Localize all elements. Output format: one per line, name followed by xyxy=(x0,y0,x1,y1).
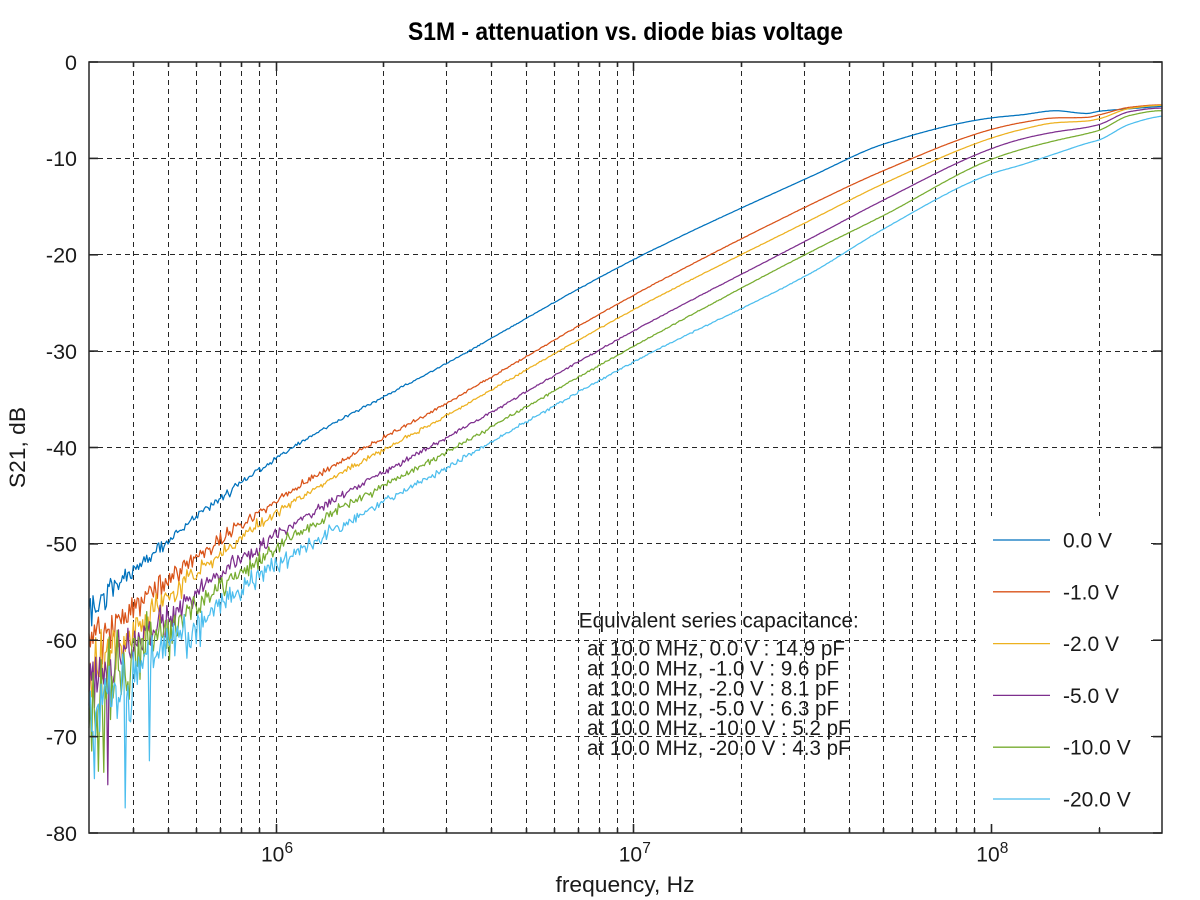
svg-text:8: 8 xyxy=(1000,840,1009,857)
svg-text:7: 7 xyxy=(642,840,651,857)
svg-text:-1.0 V: -1.0 V xyxy=(1063,581,1119,604)
svg-text:10: 10 xyxy=(976,844,999,867)
svg-text:at 10.0 MHz, -1.0 V : 9.6 pF: at 10.0 MHz, -1.0 V : 9.6 pF xyxy=(587,657,839,680)
svg-text:10: 10 xyxy=(619,844,642,867)
svg-text:-30: -30 xyxy=(46,340,77,364)
svg-text:S1M - attenuation vs. diode bi: S1M - attenuation vs. diode bias voltage xyxy=(408,18,843,46)
svg-text:-40: -40 xyxy=(46,436,77,460)
svg-text:frequency, Hz: frequency, Hz xyxy=(556,872,695,897)
svg-text:-5.0 V: -5.0 V xyxy=(1063,685,1119,708)
svg-text:-20: -20 xyxy=(46,244,77,268)
svg-text:at 10.0 MHz, -20.0 V : 4.3 pF: at 10.0 MHz, -20.0 V : 4.3 pF xyxy=(587,737,851,760)
svg-text:0.0 V: 0.0 V xyxy=(1063,530,1112,553)
svg-text:-2.0 V: -2.0 V xyxy=(1063,633,1119,656)
svg-text:at 10.0 MHz, -2.0 V : 8.1 pF: at 10.0 MHz, -2.0 V : 8.1 pF xyxy=(587,677,839,700)
svg-text:-10.0 V: -10.0 V xyxy=(1063,737,1131,760)
svg-text:-80: -80 xyxy=(46,822,77,846)
svg-text:-60: -60 xyxy=(46,629,77,653)
svg-text:at 10.0 MHz, -10.0 V : 5.2 pF: at 10.0 MHz, -10.0 V : 5.2 pF xyxy=(587,717,851,740)
svg-text:-70: -70 xyxy=(46,725,77,749)
svg-text:-50: -50 xyxy=(46,533,77,557)
svg-text:10: 10 xyxy=(261,844,284,867)
svg-text:at 10.0 MHz, -5.0 V : 6.3 pF: at 10.0 MHz, -5.0 V : 6.3 pF xyxy=(587,697,839,720)
svg-text:Equivalent series capacitance:: Equivalent series capacitance: xyxy=(579,610,859,633)
svg-text:-20.0 V: -20.0 V xyxy=(1063,789,1131,812)
svg-text:at 10.0 MHz, 0.0 V : 14.9 pF: at 10.0 MHz, 0.0 V : 14.9 pF xyxy=(587,637,845,660)
svg-text:0: 0 xyxy=(65,51,77,75)
svg-text:6: 6 xyxy=(285,840,294,857)
svg-text:-10: -10 xyxy=(46,147,77,171)
svg-text:S21, dB: S21, dB xyxy=(5,407,30,488)
